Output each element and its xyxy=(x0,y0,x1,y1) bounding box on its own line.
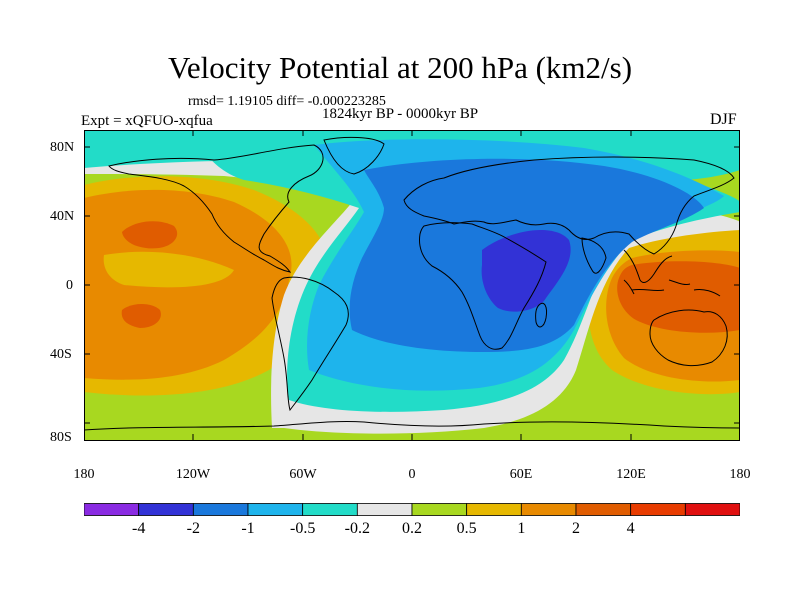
colorbar-box-1 xyxy=(138,503,194,516)
contour-neg4-neg2 xyxy=(481,229,571,312)
season-text: DJF xyxy=(710,111,737,128)
madagascar-coast xyxy=(535,302,547,328)
colorbar-box-9 xyxy=(575,503,632,516)
map-ticks xyxy=(84,130,740,440)
period-text: 1824kyr BP - 0000kyr BP xyxy=(322,106,479,122)
x-label-180-east: 180 xyxy=(729,467,751,482)
maritime-continent-islands xyxy=(623,279,721,297)
x-label-180-west: 180 xyxy=(73,467,95,482)
x-label-120E: 120E xyxy=(616,467,646,482)
europe-asia-coast xyxy=(403,156,735,255)
colorbar-label-9: 4 xyxy=(626,520,635,537)
colorbar-label-7: 1 xyxy=(517,520,526,537)
colorbar-box-7 xyxy=(466,503,522,516)
x-label-0: 0 xyxy=(408,467,416,482)
africa-coast xyxy=(419,222,547,350)
colorbar-label-6: 0.5 xyxy=(456,520,477,537)
colorbar-box-0 xyxy=(84,503,140,516)
y-label-80S: 80S xyxy=(50,430,72,445)
colorbar-label-2: -1 xyxy=(241,520,255,537)
greenland-coast xyxy=(323,136,385,175)
north-america-coast xyxy=(108,144,324,273)
colorbar-box-6 xyxy=(411,503,468,516)
contour-2-4-north-pacific xyxy=(122,221,178,249)
velocity-potential-map xyxy=(84,130,740,441)
colorbar-box-5 xyxy=(356,503,413,516)
x-label-60W: 60W xyxy=(289,467,317,482)
rmsd-text: rmsd= 1.19105 diff= -0.000223285 xyxy=(188,94,386,109)
experiment-text: Expt = xQFUO-xqfua xyxy=(81,113,213,129)
colorbar-box-11 xyxy=(684,503,740,516)
coastlines xyxy=(84,136,740,431)
contour-0.5-1-band xyxy=(103,251,234,288)
y-label-80N: 80N xyxy=(50,140,75,155)
x-label-120W: 120W xyxy=(175,467,211,482)
y-label-0: 0 xyxy=(66,278,73,293)
contour-2-4-south-pacific xyxy=(121,304,161,328)
contour-2-4-east xyxy=(617,261,740,333)
colorbar-label-5: 0.2 xyxy=(402,520,422,537)
colorbar-box-10 xyxy=(630,503,686,516)
colorbar-box-3 xyxy=(247,503,304,516)
y-label-40N: 40N xyxy=(50,209,75,224)
australia-coast xyxy=(649,309,728,367)
colorbar-label-3: -0.5 xyxy=(289,520,316,537)
x-label-60E: 60E xyxy=(509,467,533,482)
y-label-40S: 40S xyxy=(50,347,72,362)
colorbar-label-0: -4 xyxy=(131,520,146,537)
south-america-coast xyxy=(271,276,349,412)
colorbar-box-2 xyxy=(192,503,249,516)
colorbar-label-1: -2 xyxy=(186,520,200,537)
colorbar-box-8 xyxy=(520,503,577,516)
contour-fill-layer xyxy=(84,130,740,440)
antarctica-coast xyxy=(84,420,740,431)
southeast-asia-coast xyxy=(623,249,673,283)
colorbar-label-4: -0.2 xyxy=(344,520,370,537)
colorbar-label-8: 2 xyxy=(572,520,580,537)
chart-title: Velocity Potential at 200 hPa (km2/s) xyxy=(167,50,633,85)
colorbar-box-4 xyxy=(302,503,358,516)
colorbar xyxy=(84,503,740,516)
india-coast xyxy=(581,237,607,274)
